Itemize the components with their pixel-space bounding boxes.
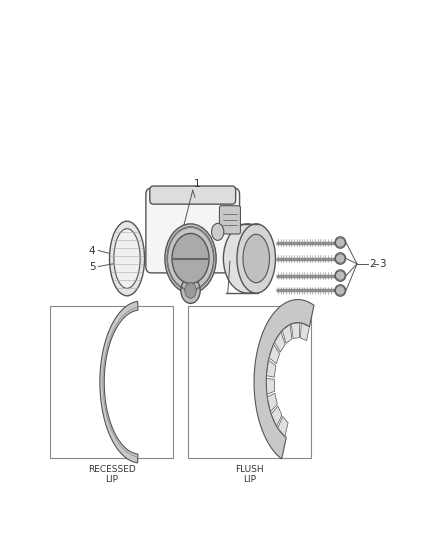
Text: FLUSH
LIP: FLUSH LIP xyxy=(235,465,264,484)
FancyBboxPatch shape xyxy=(146,188,240,273)
Ellipse shape xyxy=(336,286,345,295)
Ellipse shape xyxy=(223,224,272,293)
Ellipse shape xyxy=(172,233,209,284)
Text: 3: 3 xyxy=(379,259,385,269)
Ellipse shape xyxy=(336,271,345,280)
Polygon shape xyxy=(275,332,285,352)
Ellipse shape xyxy=(114,229,140,288)
Ellipse shape xyxy=(243,235,269,282)
Text: 4: 4 xyxy=(89,246,95,255)
Ellipse shape xyxy=(336,238,345,247)
Polygon shape xyxy=(291,323,300,338)
Text: RECESSED
LIP: RECESSED LIP xyxy=(88,465,136,484)
Text: 1: 1 xyxy=(194,179,201,189)
Ellipse shape xyxy=(212,223,224,240)
Polygon shape xyxy=(100,301,138,463)
Ellipse shape xyxy=(165,224,216,293)
FancyBboxPatch shape xyxy=(219,206,240,234)
Ellipse shape xyxy=(185,282,196,298)
Ellipse shape xyxy=(237,224,276,293)
Polygon shape xyxy=(300,323,310,341)
Polygon shape xyxy=(271,406,282,426)
Ellipse shape xyxy=(336,254,345,263)
Ellipse shape xyxy=(110,221,145,296)
Polygon shape xyxy=(269,344,279,364)
Text: 2: 2 xyxy=(369,259,376,269)
Polygon shape xyxy=(254,300,314,459)
FancyBboxPatch shape xyxy=(150,186,236,204)
Text: 5: 5 xyxy=(89,262,95,271)
Bar xyxy=(50,306,173,458)
Ellipse shape xyxy=(181,278,200,303)
Polygon shape xyxy=(278,416,288,437)
Polygon shape xyxy=(267,393,277,411)
Polygon shape xyxy=(282,325,292,343)
Bar xyxy=(188,306,311,458)
Polygon shape xyxy=(266,360,276,377)
Polygon shape xyxy=(266,378,275,394)
